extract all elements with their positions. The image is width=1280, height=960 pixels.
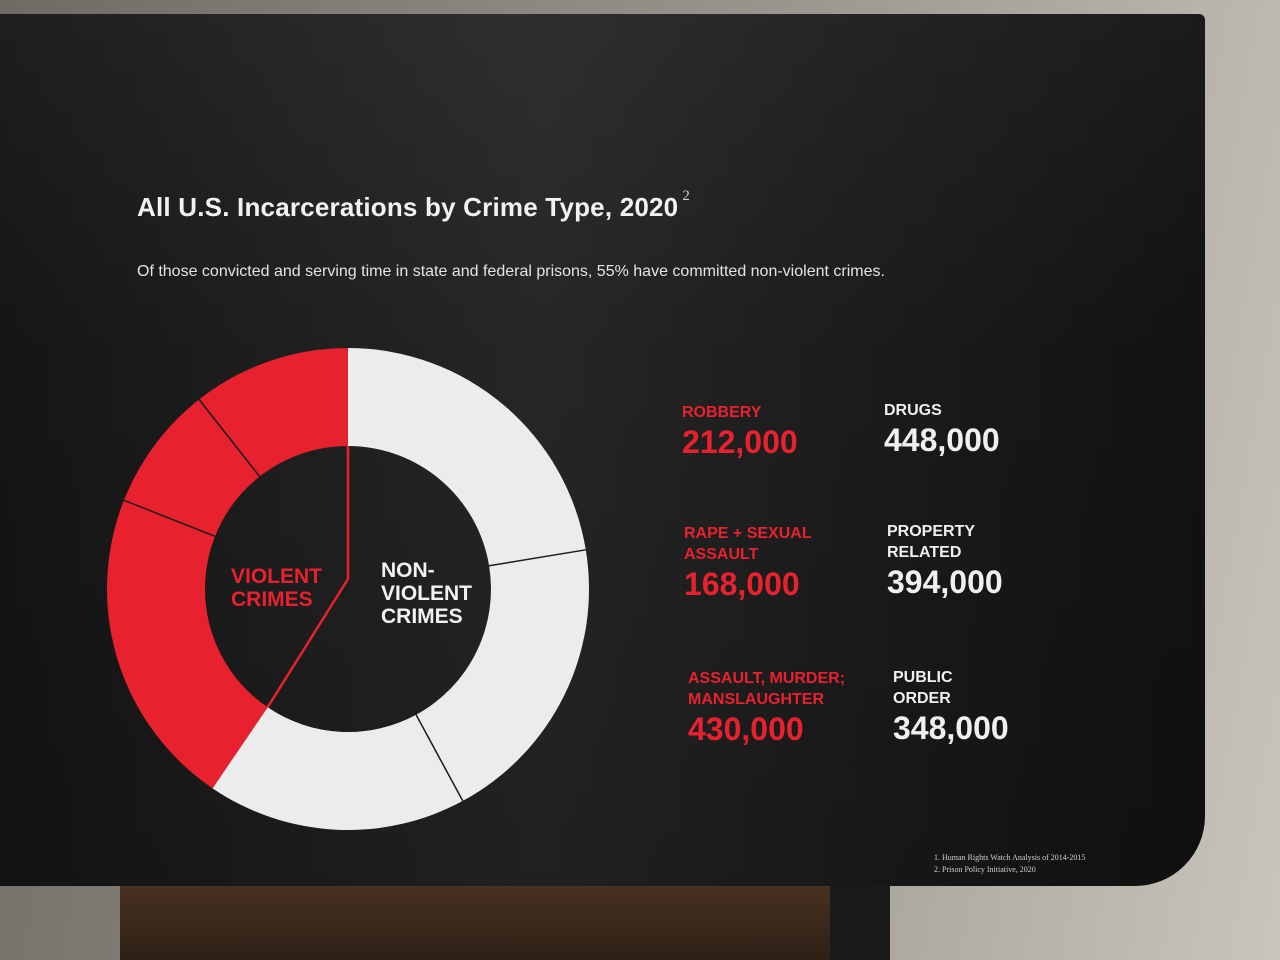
stand-base [120,880,880,960]
title-footnote-marker: 2 [682,188,691,205]
stat-robbery: ROBBERY 212,000 [682,402,798,460]
stat-value: 448,000 [884,422,1000,458]
nonviolent-crimes-label: NON- VIOLENT CRIMES [381,559,473,628]
stat-label: RAPE + SEXUAL ASSAULT [684,525,812,563]
stat-label: ASSAULT, MURDER; MANSLAUGHTER [688,670,846,708]
stat-drugs: DRUGS 448,000 [884,400,1000,458]
stat-label: PROPERTY RELATED [887,523,976,561]
stat-property-related: PROPERTY RELATED 394,000 [887,521,1003,600]
group-divider-bottom [266,578,350,708]
footnote-2: 2. Prison Policy Initiative, 2020 [934,865,1036,874]
stat-label: PUBLIC ORDER [893,669,953,707]
slice-separator-nonviolent-2 [415,714,464,802]
stat-label: DRUGS [884,402,942,419]
stat-assault-murder-manslaughter: ASSAULT, MURDER; MANSLAUGHTER 430,000 [688,668,845,747]
stat-value: 430,000 [688,711,804,747]
donut-slice-property-related [416,549,590,801]
stat-public-order: PUBLIC ORDER 348,000 [893,667,1009,746]
stat-value: 394,000 [887,564,1003,600]
donut-slice-drugs [348,348,586,566]
slice-separator-violent-2 [123,499,216,538]
chart-subtitle: Of those convicted and serving time in s… [137,263,885,280]
donut-slice-robbery [199,348,348,477]
stat-label: ROBBERY [682,404,762,421]
footnotes: 1. Human Rights Watch Analysis of 2014-2… [934,852,1085,876]
chart-title: All U.S. Incarcerations by Crime Type, 2… [137,188,690,223]
chart-title-text: All U.S. Incarcerations by Crime Type, 2… [137,192,679,222]
slice-separator-violent-1 [198,399,261,478]
donut-slice-assault-murder-manslaughter [106,500,268,789]
stat-rape-sexual-assault: RAPE + SEXUAL ASSAULT 168,000 [684,523,812,602]
violent-crimes-label: VIOLENT CRIMES [231,565,323,611]
stat-value: 212,000 [682,424,798,460]
footnote-1: 1. Human Rights Watch Analysis of 2014-2… [934,853,1086,862]
slice-separator-nonviolent-1 [488,549,586,567]
donut-slice-public-order [212,707,463,830]
stat-value: 168,000 [684,566,800,602]
stat-value: 348,000 [893,710,1009,746]
